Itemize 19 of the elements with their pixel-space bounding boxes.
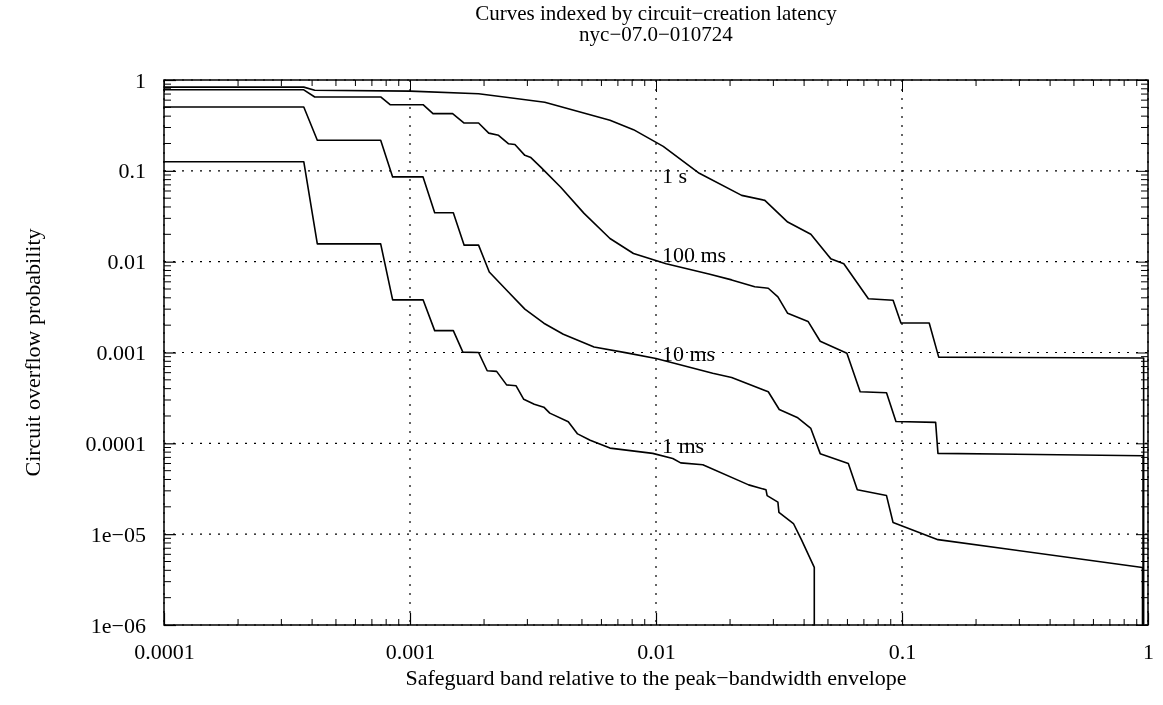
y-tick-label: 0.1 [118, 158, 146, 184]
y-axis-title: Circuit overflow probability [20, 228, 45, 477]
y-tick-label: 1e−05 [90, 521, 146, 547]
x-axis-title: Safeguard band relative to the peak−bandwidth envelope [405, 665, 907, 690]
x-tick-label: 0.1 [888, 638, 917, 664]
series-label: 10 ms [662, 341, 716, 367]
series-label: 1 s [662, 163, 688, 189]
series-label: 100 ms [662, 242, 727, 268]
series-label: 1 ms [662, 432, 705, 458]
x-tick-label: 0.01 [637, 638, 676, 664]
y-tick-label: 0.0001 [85, 430, 146, 456]
y-tick-label: 0.001 [96, 340, 146, 366]
y-tick-label: 0.01 [107, 249, 146, 275]
y-tick-label: 1e−06 [90, 612, 146, 638]
x-tick-label: 1 [1143, 638, 1154, 664]
x-tick-label: 0.001 [385, 638, 436, 664]
x-tick-label: 0.0001 [134, 638, 195, 664]
chart-title: Curves indexed by circuit−creation latency [475, 1, 838, 25]
y-tick-label: 1 [135, 67, 146, 93]
